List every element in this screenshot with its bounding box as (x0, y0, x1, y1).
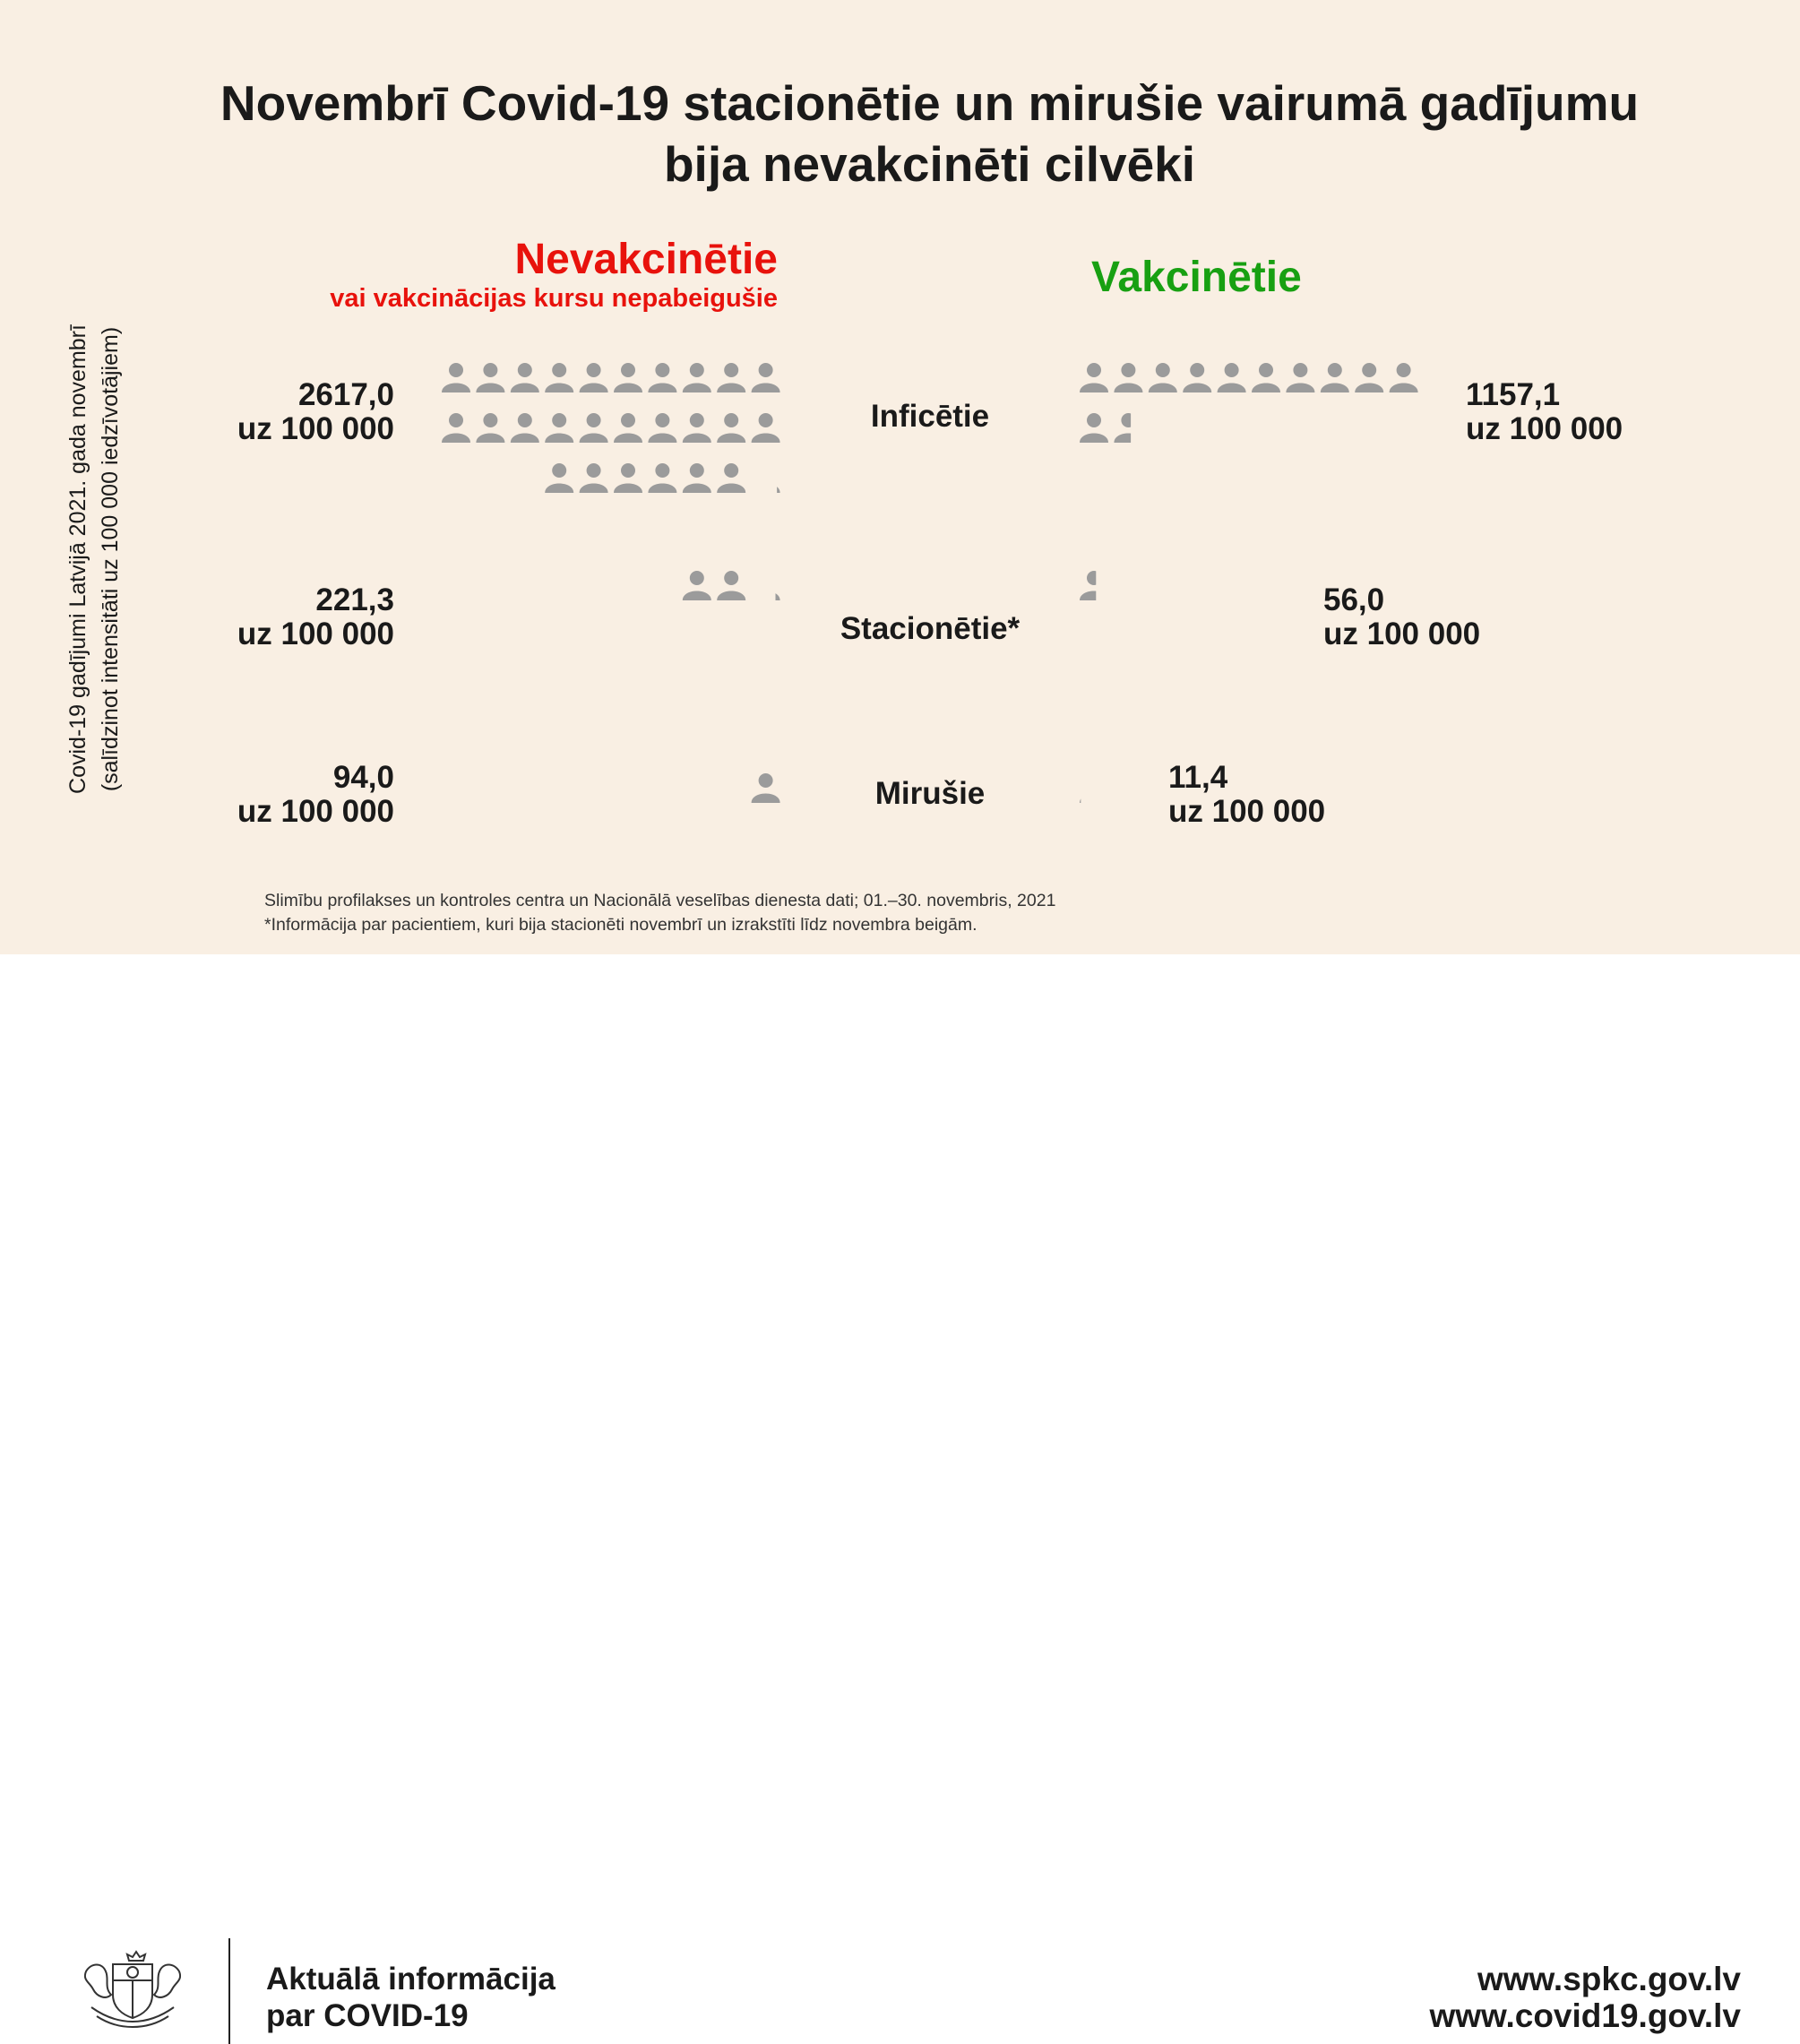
person-icon (614, 413, 642, 443)
pictogram-vaccinated-hospitalized (1080, 571, 1097, 600)
person-icon (751, 363, 780, 392)
person-icon (1355, 363, 1384, 392)
chart-title-line-2: bija nevakcinēti cilvēki (663, 136, 1196, 192)
latvia-coat-of-arms-icon (84, 1950, 181, 2029)
value-unit: uz 100 000 (237, 794, 394, 829)
person-icon (717, 363, 746, 392)
person-icon (751, 773, 780, 803)
link-covid19[interactable]: www.covid19.gov.lv (1429, 1997, 1742, 2034)
footer-bar: Aktuālā informācija par COVID-19 www.spk… (0, 954, 1800, 2044)
link-spkc[interactable]: www.spkc.gov.lv (1477, 1961, 1741, 1997)
value-number: 56,0 (1323, 582, 1385, 617)
infographic-panel: Novembrī Covid-19 stacionētie un mirušie… (0, 0, 1800, 954)
person-icon (476, 413, 505, 443)
person-icon (1080, 363, 1108, 392)
value-label-vaccinated-deaths: 11,4 uz 100 000 (1168, 761, 1325, 829)
person-icon (1183, 363, 1212, 392)
person-icon (648, 463, 677, 493)
value-unit: uz 100 000 (237, 617, 394, 651)
person-icon (1080, 413, 1108, 443)
value-label-unvaccinated-hospitalized: 221,3 uz 100 000 (237, 583, 394, 651)
person-icon (1148, 363, 1177, 392)
unvaccinated-subheader: vai vakcinācijas kursu nepabeigušie (330, 284, 778, 313)
pictogram-unvaccinated-infected (442, 363, 780, 493)
footnote-line: *Informācija par pacientiem, kuri bija s… (264, 915, 978, 935)
pictogram-vaccinated-deaths (1080, 798, 1081, 803)
value-number: 2617,0 (297, 377, 394, 412)
value-number: 1157,1 (1466, 377, 1561, 412)
value-number: 221,3 (315, 582, 394, 617)
value-unit: uz 100 000 (1466, 411, 1623, 446)
footer-info: Aktuālā informācija par COVID-19 (266, 1961, 556, 2034)
pictogram-vaccinated-infected (1080, 363, 1418, 443)
person-icon (717, 463, 746, 493)
person-icon (1080, 798, 1081, 803)
person-icon (1114, 363, 1143, 392)
person-icon (751, 413, 780, 443)
person-icon (777, 487, 780, 493)
person-icon (717, 413, 746, 443)
unvaccinated-header: Nevakcinētie (514, 236, 778, 283)
person-icon (545, 363, 574, 392)
person-icon (682, 571, 711, 600)
pictogram-chart (442, 363, 1418, 803)
person-icon (510, 413, 539, 443)
footer-links: www.spkc.gov.lv www.covid19.gov.lv (1430, 1961, 1742, 2034)
value-label-vaccinated-infected: 1157,1 uz 100 000 (1466, 378, 1623, 446)
person-icon (545, 463, 574, 493)
vaccinated-header: Vakcinētie (1091, 254, 1302, 301)
person-icon (682, 363, 711, 392)
person-icon (614, 463, 642, 493)
person-icon (1217, 363, 1246, 392)
person-icon (579, 413, 608, 443)
source-line: Slimību profilakses un kontroles centra … (264, 891, 1056, 910)
value-label-vaccinated-hospitalized: 56,0 uz 100 000 (1323, 583, 1480, 651)
source-note: Slimību profilakses un kontroles centra … (264, 889, 1055, 937)
person-icon (775, 593, 780, 600)
person-icon (1252, 363, 1280, 392)
value-number: 94,0 (332, 760, 394, 795)
person-icon (510, 363, 539, 392)
person-icon (579, 463, 608, 493)
value-unit: uz 100 000 (1168, 794, 1326, 829)
chart-title-line-1: Novembrī Covid-19 stacionētie un mirušie… (220, 75, 1640, 131)
footer-info-line-2: par COVID-19 (266, 1998, 469, 2033)
value-unit: uz 100 000 (237, 411, 394, 446)
person-icon (1320, 363, 1349, 392)
value-unit: uz 100 000 (1323, 617, 1481, 651)
person-icon (648, 363, 677, 392)
footer-divider (228, 1938, 230, 2044)
footer-info-line-1: Aktuālā informācija (266, 1962, 556, 1997)
person-icon (442, 413, 470, 443)
person-icon (648, 413, 677, 443)
person-icon (545, 413, 574, 443)
person-icon (476, 363, 505, 392)
person-icon (682, 463, 711, 493)
person-icon (682, 413, 711, 443)
person-icon (1389, 363, 1418, 392)
value-number: 11,4 (1168, 760, 1228, 795)
person-icon (614, 363, 642, 392)
person-icon (1080, 571, 1097, 600)
value-label-unvaccinated-deaths: 94,0 uz 100 000 (237, 761, 394, 829)
person-icon (579, 363, 608, 392)
person-icon (1114, 413, 1132, 443)
pictogram-unvaccinated-hospitalized (682, 571, 780, 600)
person-icon (717, 571, 746, 600)
pictogram-unvaccinated-deaths (751, 773, 780, 803)
person-icon (1286, 363, 1315, 392)
value-label-unvaccinated-infected: 2617,0 uz 100 000 (237, 378, 394, 446)
person-icon (442, 363, 470, 392)
